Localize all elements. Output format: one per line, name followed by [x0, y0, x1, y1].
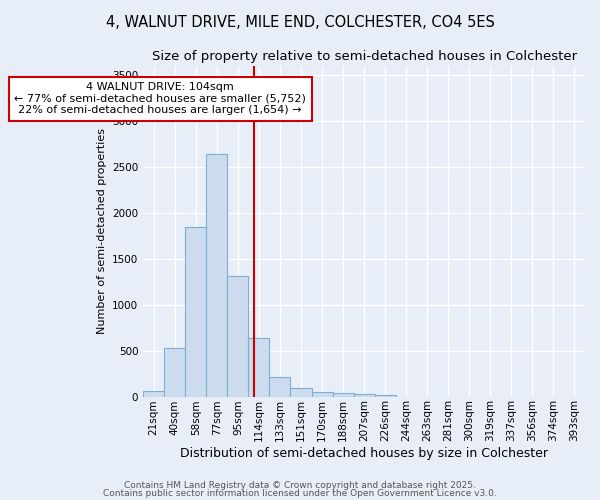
Bar: [311, 392, 332, 396]
Bar: [332, 393, 353, 396]
Title: Size of property relative to semi-detached houses in Colchester: Size of property relative to semi-detach…: [152, 50, 577, 63]
X-axis label: Distribution of semi-detached houses by size in Colchester: Distribution of semi-detached houses by …: [180, 447, 548, 460]
Y-axis label: Number of semi-detached properties: Number of semi-detached properties: [97, 128, 107, 334]
Text: Contains public sector information licensed under the Open Government Licence v3: Contains public sector information licen…: [103, 489, 497, 498]
Bar: [143, 391, 164, 396]
Bar: [353, 394, 374, 396]
Bar: [164, 348, 185, 397]
Bar: [206, 154, 227, 396]
Bar: [248, 338, 269, 396]
Text: 4 WALNUT DRIVE: 104sqm
← 77% of semi-detached houses are smaller (5,752)
22% of : 4 WALNUT DRIVE: 104sqm ← 77% of semi-det…: [14, 82, 306, 116]
Bar: [374, 394, 395, 396]
Bar: [185, 228, 206, 396]
Bar: [290, 388, 311, 396]
Text: Contains HM Land Registry data © Crown copyright and database right 2025.: Contains HM Land Registry data © Crown c…: [124, 480, 476, 490]
Text: 4, WALNUT DRIVE, MILE END, COLCHESTER, CO4 5ES: 4, WALNUT DRIVE, MILE END, COLCHESTER, C…: [106, 15, 494, 30]
Bar: [269, 377, 290, 396]
Bar: [227, 276, 248, 396]
